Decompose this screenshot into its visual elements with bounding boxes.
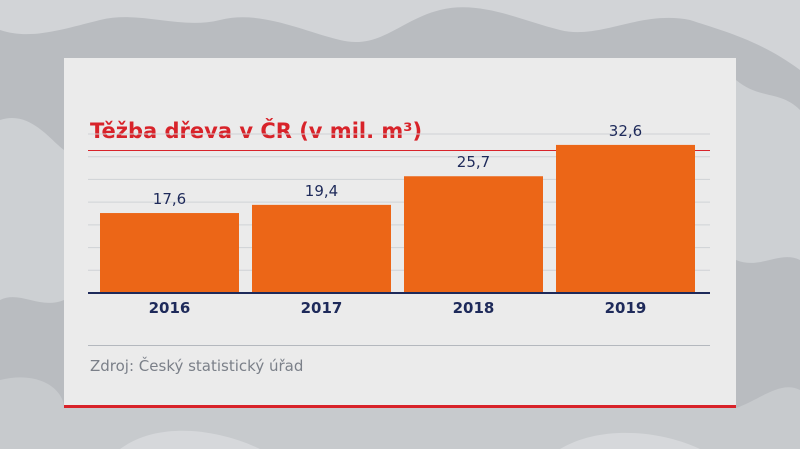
x-tick-label-2017: 2017 — [301, 299, 343, 317]
x-tick-label-2016: 2016 — [149, 299, 191, 317]
bar-2017 — [252, 204, 391, 293]
bar-2016 — [100, 213, 239, 293]
bar-2019 — [556, 144, 695, 293]
bar-2018 — [404, 176, 543, 293]
bar-chart: 17,6 2016 19,4 2017 25,7 2018 32,6 2019 — [88, 122, 710, 317]
data-label-2017: 19,4 — [305, 182, 338, 200]
card-bottom-accent — [64, 405, 736, 408]
data-label-2016: 17,6 — [153, 190, 186, 208]
title-divider — [88, 150, 710, 151]
x-tick-label-2018: 2018 — [453, 299, 495, 317]
chart-card: Těžba dřeva v ČR (v mil. m³) 17,6 2016 19,… — [64, 58, 736, 408]
data-label-2019: 32,6 — [609, 122, 642, 140]
chart-title: Těžba dřeva v ČR (v mil. m³) — [90, 119, 423, 143]
data-label-2018: 25,7 — [457, 153, 490, 171]
x-tick-label-2019: 2019 — [605, 299, 647, 317]
source-note: Zdroj: Český statistický úřad — [90, 357, 304, 375]
source-divider — [88, 345, 710, 346]
